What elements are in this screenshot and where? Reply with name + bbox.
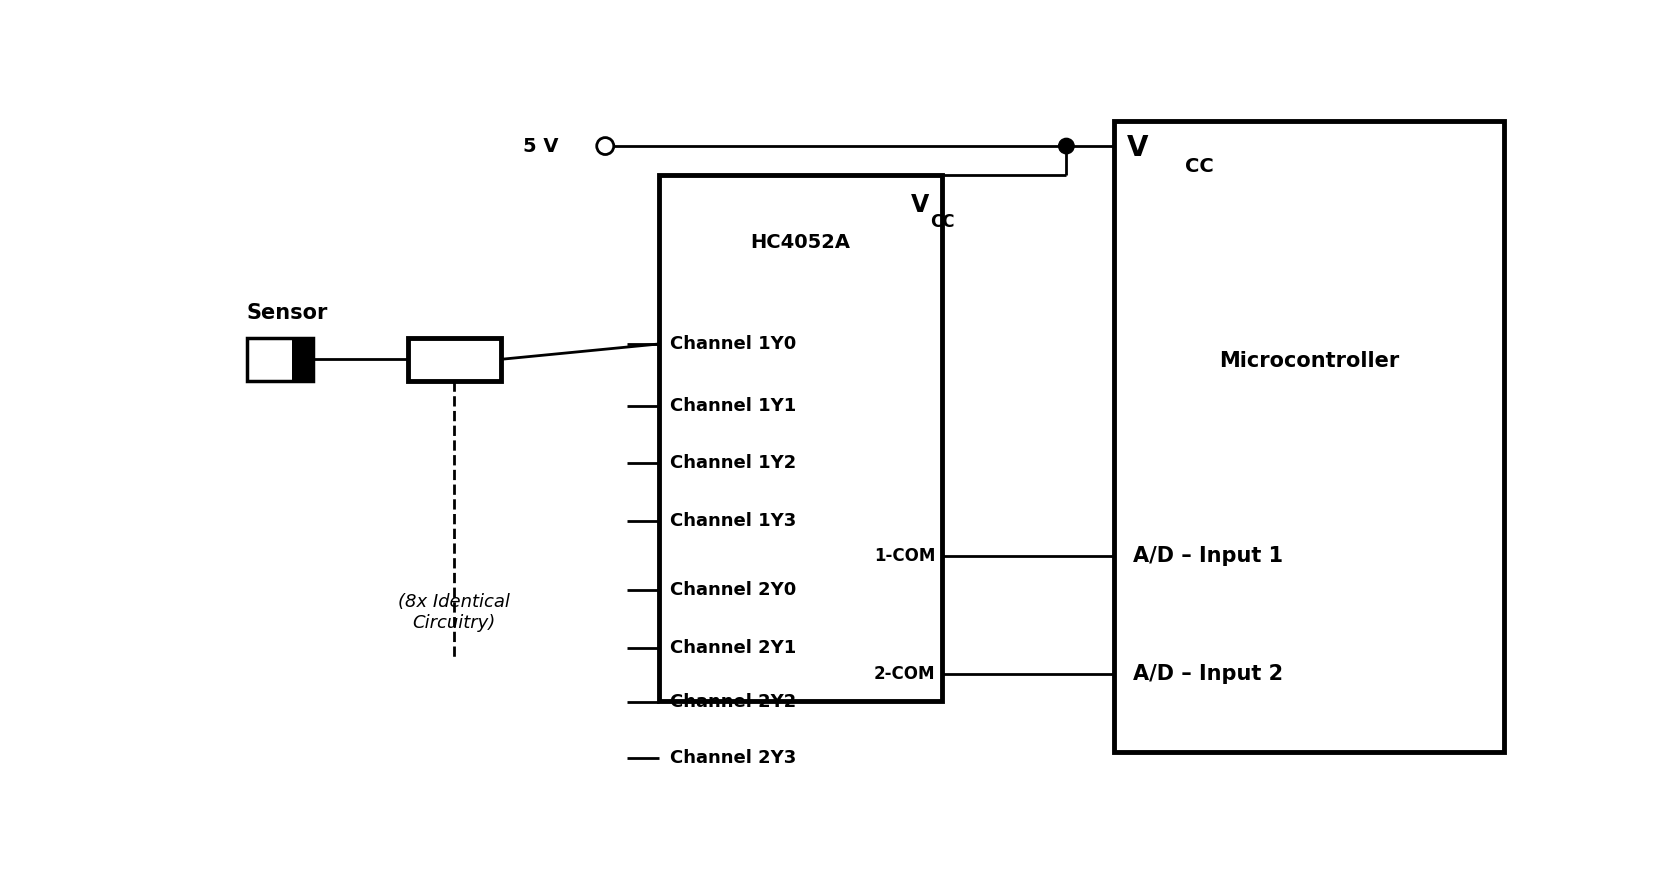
Text: Channel 1Y3: Channel 1Y3 [670,512,796,530]
Text: CC: CC [1184,157,1215,176]
Bar [408,339,501,381]
Circle shape [1058,139,1074,153]
Text: 2-COM: 2-COM [874,665,936,683]
Text: 1-COM: 1-COM [874,546,936,565]
Text: Channel 1Y2: Channel 1Y2 [670,454,796,473]
Bar [247,339,312,381]
Text: Channel 1Y0: Channel 1Y0 [670,335,796,353]
Text: V: V [1127,134,1147,161]
Text: (8x Identical
Circuitry): (8x Identical Circuitry) [398,593,511,632]
Text: Channel 2Y1: Channel 2Y1 [670,639,796,657]
Text: A/D – Input 2: A/D – Input 2 [1132,664,1284,684]
Bar [659,175,942,701]
Text: HC4052A: HC4052A [751,232,850,252]
Text: Sensor: Sensor [247,303,328,323]
Text: Microcontroller: Microcontroller [1218,351,1399,371]
Bar [292,339,312,381]
Text: CC: CC [931,213,954,231]
Text: V: V [911,193,929,217]
Circle shape [596,138,613,154]
Text: Channel 2Y3: Channel 2Y3 [670,749,796,767]
Text: Channel 1Y1: Channel 1Y1 [670,396,796,415]
Text: 5 V: 5 V [522,137,559,155]
Bar [1114,121,1504,752]
Text: Channel 2Y0: Channel 2Y0 [670,581,796,599]
Text: A/D – Input 1: A/D – Input 1 [1132,545,1284,566]
Text: Channel 2Y2: Channel 2Y2 [670,693,796,711]
